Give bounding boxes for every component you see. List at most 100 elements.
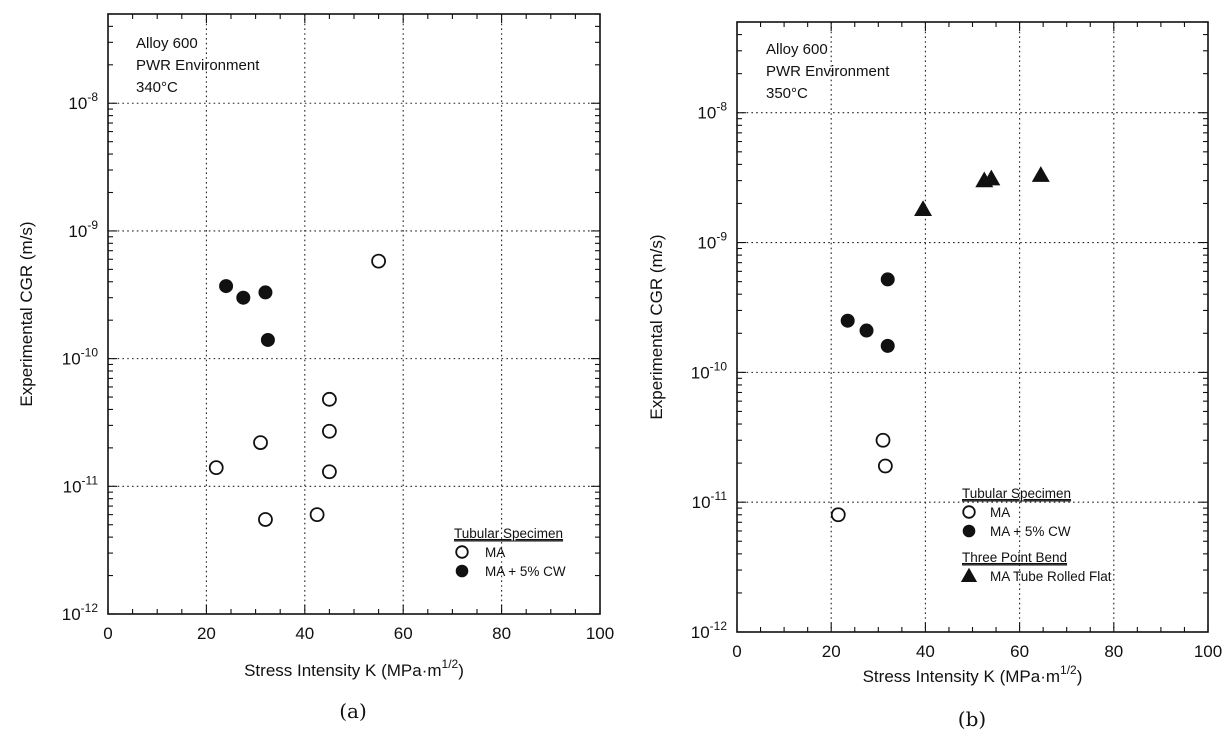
data-point-filled-triangle	[914, 200, 933, 217]
legend-group-title: Tubular Specimen	[454, 526, 563, 541]
chart-panel-b: 0 20 40 60 80 10010-1210-1110-1010-910-8Stres…	[647, 21, 1222, 731]
legend-marker-filled-circle	[455, 564, 469, 578]
y-tick-base: 10	[697, 104, 716, 123]
y-tick-exponent: -12	[710, 619, 728, 633]
gridlines	[108, 14, 600, 614]
y-tick-base: 10	[691, 623, 710, 642]
x-tick-label: 0	[732, 642, 741, 661]
x-axis-title: Stress Intensity K (MPa·m1/2)	[244, 657, 464, 680]
x-axis-title-end: )	[458, 661, 464, 680]
series-filled-circle	[219, 279, 275, 347]
annotation-line: 350°C	[766, 85, 808, 102]
x-tick-label: 40	[295, 624, 314, 643]
y-tick-base: 10	[697, 234, 716, 253]
data-point-filled-circle	[236, 290, 251, 305]
x-axis-title-text: Stress Intensity K (MPa·m	[244, 661, 441, 680]
y-tick-label: 10-8	[697, 100, 727, 123]
legend: Tubular Specimen MA MA + 5% CW Three Point …	[960, 486, 1112, 584]
y-tick-label: 10-11	[692, 489, 728, 512]
series-open-circle	[208, 253, 387, 527]
panel-caption: (b)	[958, 707, 986, 731]
series-filled-triangle	[914, 166, 1050, 217]
data-point-open-circle	[253, 435, 268, 450]
y-tick-label: 10-9	[697, 230, 727, 253]
data-point-open-circle	[321, 423, 337, 439]
gridlines	[737, 22, 1208, 632]
data-point-open-circle	[258, 512, 273, 527]
legend-entry-label: MA + 5% CW	[485, 564, 566, 579]
y-tick-exponent: -8	[87, 90, 98, 104]
plot-frame	[736, 21, 1209, 633]
x-axis-title-sup: 1/2	[1060, 663, 1077, 677]
legend-marker-open-circle	[962, 505, 976, 519]
x-tick-label: 80	[492, 624, 511, 643]
y-tick-base: 10	[63, 477, 82, 496]
y-tick-exponent: -8	[716, 100, 727, 114]
legend-marker-open-circle	[455, 545, 469, 559]
y-axis-title: Experimental CGR (m/s)	[647, 234, 666, 419]
legend-entry-label: MA	[485, 545, 505, 560]
x-axis-title-text: Stress Intensity K (MPa·m	[863, 667, 1060, 686]
tick-marks	[736, 21, 1209, 633]
y-tick-label: 10-12	[691, 619, 728, 642]
condition-annotation: Alloy 600 PWR Environment 340°C	[136, 35, 260, 96]
y-tick-exponent: -11	[82, 473, 99, 487]
data-point-open-circle	[877, 458, 893, 474]
x-tick-label: 80	[1104, 642, 1123, 661]
data-point-open-circle	[875, 432, 891, 448]
y-tick-label: 10-8	[68, 90, 98, 113]
y-tick-base: 10	[692, 493, 711, 512]
annotation-line: Alloy 600	[136, 35, 198, 52]
series-filled-circle	[840, 272, 895, 353]
data-point-filled-circle	[219, 279, 234, 294]
data-point-open-circle	[321, 391, 337, 407]
x-tick-label: 60	[394, 624, 413, 643]
data-point-filled-circle	[840, 313, 855, 328]
chart-panel-a: 0 20 40 60 80 10010-1210-1110-1010-910-8Stres…	[17, 13, 614, 723]
data-point-open-circle	[321, 464, 337, 480]
legend: Tubular Specimen MA MA + 5% CW	[454, 526, 566, 579]
x-tick-label: 20	[822, 642, 841, 661]
x-axis-title-end: )	[1077, 667, 1083, 686]
legend-group-title: Three Point Bend	[962, 550, 1067, 565]
data-point-filled-circle	[260, 332, 275, 347]
y-tick-label: 10-10	[691, 359, 728, 382]
y-tick-exponent: -9	[87, 218, 98, 232]
y-tick-exponent: -12	[81, 601, 99, 615]
y-tick-exponent: -10	[81, 346, 99, 360]
x-tick-label: 100	[586, 624, 614, 643]
annotation-line: Alloy 600	[766, 41, 828, 58]
x-axis-title-sup: 1/2	[442, 657, 459, 671]
panel-caption: (a)	[339, 699, 367, 723]
y-axis-title: Experimental CGR (m/s)	[17, 221, 36, 406]
x-tick-label: 0	[103, 624, 112, 643]
x-axis-title: Stress Intensity K (MPa·m1/2)	[863, 663, 1083, 686]
x-tick-label: 40	[916, 642, 935, 661]
y-tick-exponent: -10	[710, 359, 728, 373]
legend-marker-filled-triangle	[960, 567, 978, 582]
data-point-open-circle	[830, 507, 846, 523]
data-point-filled-circle	[258, 285, 273, 300]
y-tick-exponent: -11	[711, 489, 728, 503]
series-open-circle	[830, 432, 893, 523]
data-point-filled-circle	[880, 338, 895, 353]
annotation-line: PWR Environment	[766, 63, 890, 80]
annotation-line: 340°C	[136, 79, 178, 96]
data-point-filled-triangle	[982, 169, 1001, 186]
data-point-open-circle	[309, 507, 325, 523]
y-tick-base: 10	[691, 363, 710, 382]
legend-entry-label: MA	[990, 505, 1010, 520]
condition-annotation: Alloy 600 PWR Environment 350°C	[766, 41, 890, 102]
data-point-filled-circle	[859, 323, 874, 338]
x-tick-label: 60	[1010, 642, 1029, 661]
annotation-line: PWR Environment	[136, 57, 260, 74]
y-tick-label: 10-9	[68, 218, 98, 241]
y-tick-base: 10	[62, 350, 81, 369]
y-tick-base: 10	[68, 94, 87, 113]
y-tick-exponent: -9	[716, 230, 727, 244]
data-point-open-circle	[371, 253, 387, 269]
legend-entry-label: MA + 5% CW	[990, 524, 1071, 539]
legend-entry-label: MA Tube Rolled Flat	[990, 569, 1112, 584]
plot-frame	[107, 13, 601, 615]
